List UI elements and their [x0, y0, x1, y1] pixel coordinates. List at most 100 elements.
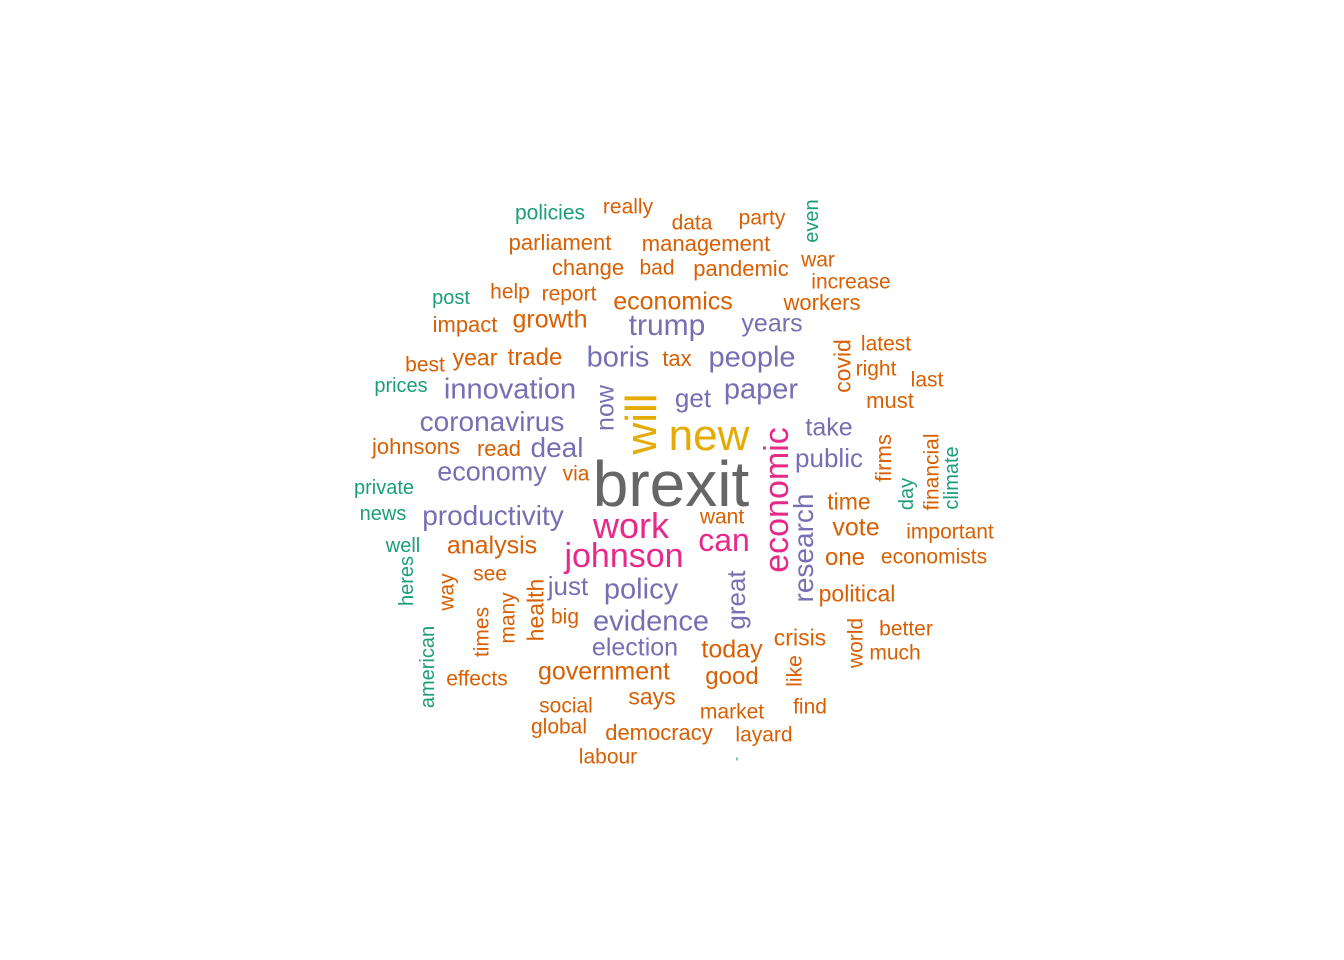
- word-crisis: crisis: [773, 624, 827, 651]
- word-heres: heres: [396, 555, 418, 607]
- word-analysis: analysis: [446, 531, 538, 560]
- word-market: market: [699, 700, 765, 724]
- word-tax: tax: [662, 346, 692, 371]
- word-increase: increase: [811, 270, 891, 294]
- word-says: says: [628, 683, 676, 710]
- word-people: people: [708, 341, 796, 374]
- word-last: last: [910, 368, 944, 392]
- word-world: world: [844, 617, 868, 669]
- word-vote: vote: [832, 513, 880, 542]
- word-policies: policies: [514, 201, 586, 225]
- word-many: many: [496, 592, 520, 644]
- word-bad: bad: [639, 256, 675, 280]
- word-economy: economy: [437, 456, 547, 487]
- word-election: election: [591, 633, 679, 662]
- word-post: post: [432, 287, 470, 309]
- word-johnson: johnson: [564, 537, 684, 575]
- word-brexit: brexit: [592, 448, 750, 520]
- word-deal: deal: [530, 432, 584, 463]
- word-via: via: [562, 462, 590, 486]
- word-read: read: [476, 436, 522, 461]
- word-day: day: [896, 477, 918, 511]
- word-get: get: [674, 383, 712, 413]
- word-management: management: [641, 231, 771, 256]
- word-best: best: [405, 353, 445, 377]
- word-economists: economists: [880, 545, 988, 569]
- word-well: well: [385, 535, 421, 557]
- word-war: war: [801, 248, 835, 272]
- word-really: really: [602, 195, 654, 219]
- word-times: times: [470, 606, 494, 658]
- word-must: must: [866, 388, 914, 413]
- word-want: want: [699, 505, 745, 529]
- word-johnsons: johnsons: [371, 434, 461, 459]
- word-apostrophe: ': [735, 754, 739, 770]
- word-social: social: [539, 694, 593, 718]
- word-climate: climate: [941, 446, 963, 510]
- word-government: government: [537, 657, 671, 686]
- word-prices: prices: [374, 375, 428, 397]
- word-data: data: [671, 211, 713, 235]
- word-important: important: [906, 520, 994, 544]
- word-find: find: [793, 695, 827, 719]
- word-can: can: [698, 522, 750, 558]
- word-american: american: [417, 625, 439, 709]
- word-better: better: [879, 617, 933, 641]
- word-workers: workers: [783, 290, 861, 315]
- word-innovation: innovation: [443, 373, 577, 406]
- word-productivity: productivity: [422, 500, 564, 531]
- word-boris: boris: [586, 341, 650, 374]
- word-private: private: [353, 477, 415, 499]
- word-news: news: [359, 503, 407, 525]
- word-trump: trump: [628, 309, 706, 342]
- word-good: good: [705, 663, 759, 690]
- word-way: way: [435, 573, 459, 611]
- word-latest: latest: [860, 332, 912, 356]
- word-global: global: [530, 715, 588, 739]
- word-time: time: [827, 488, 871, 515]
- word-public: public: [795, 443, 863, 473]
- word-change: change: [551, 255, 625, 280]
- word-research: research: [788, 493, 819, 603]
- word-coronavirus: coronavirus: [419, 406, 565, 437]
- word-even: even: [801, 199, 823, 243]
- word-paper: paper: [723, 373, 799, 406]
- word-right: right: [855, 357, 897, 381]
- word-today: today: [701, 635, 763, 664]
- word-years: years: [741, 309, 803, 338]
- word-help: help: [490, 280, 530, 304]
- word-growth: growth: [512, 305, 588, 334]
- word-big: big: [550, 605, 580, 629]
- word-impact: impact: [432, 312, 498, 337]
- word-economics: economics: [613, 287, 733, 316]
- word-see: see: [473, 562, 507, 586]
- word-covid: covid: [829, 339, 856, 393]
- word-much: much: [869, 641, 921, 665]
- word-policy: policy: [603, 573, 679, 606]
- word-work: work: [592, 505, 670, 546]
- word-report: report: [541, 282, 597, 306]
- word-firms: firms: [871, 434, 896, 482]
- word-will: will: [617, 393, 666, 455]
- word-evidence: evidence: [592, 605, 710, 638]
- word-now: now: [591, 385, 620, 431]
- word-pandemic: pandemic: [693, 256, 789, 281]
- word-effects: effects: [446, 667, 508, 691]
- word-political: political: [818, 580, 896, 607]
- word-financial: financial: [920, 433, 944, 511]
- word-parliament: parliament: [508, 230, 612, 255]
- word-one: one: [824, 544, 866, 571]
- word-great: great: [721, 570, 751, 630]
- word-party: party: [738, 206, 786, 230]
- word-democracy: democracy: [605, 720, 713, 745]
- word-health: health: [522, 578, 549, 642]
- word-labour: labour: [578, 745, 638, 769]
- word-layard: layard: [735, 723, 793, 747]
- word-new: new: [668, 411, 750, 460]
- word-trade: trade: [507, 344, 563, 371]
- word-just: just: [547, 571, 589, 601]
- word-take: take: [805, 413, 853, 442]
- word-like: like: [783, 655, 807, 687]
- word-year: year: [452, 344, 498, 371]
